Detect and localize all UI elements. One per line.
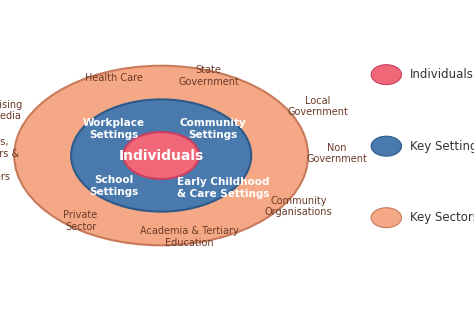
Text: Academia & Tertiary
Education: Academia & Tertiary Education [140, 226, 239, 248]
Text: State
Government: State Government [178, 65, 239, 87]
Text: Key Settings: Key Settings [410, 140, 474, 153]
Text: Advertising
and Media: Advertising and Media [0, 100, 23, 121]
Ellipse shape [371, 65, 401, 85]
Text: Private
Sector: Private Sector [64, 210, 98, 232]
Text: Key Sectors: Key Sectors [410, 211, 474, 224]
Ellipse shape [371, 208, 401, 228]
Text: Planners,
Developers &
Urban
Designers: Planners, Developers & Urban Designers [0, 137, 19, 182]
Text: Workplace
Settings: Workplace Settings [82, 118, 145, 140]
Text: Individuals: Individuals [410, 68, 474, 81]
Text: School
Settings: School Settings [89, 175, 138, 197]
Text: Community
Settings: Community Settings [180, 118, 246, 140]
Ellipse shape [71, 100, 251, 211]
Text: Individuals: Individuals [118, 148, 204, 163]
Text: Health Care: Health Care [85, 73, 143, 83]
Ellipse shape [14, 66, 308, 245]
Ellipse shape [123, 132, 199, 179]
Text: Early Childhood
& Care Settings: Early Childhood & Care Settings [176, 177, 269, 199]
Text: Local
Government: Local Government [287, 96, 348, 117]
Ellipse shape [371, 136, 401, 156]
Text: Non
Government: Non Government [306, 143, 367, 164]
Text: Community
Organisations: Community Organisations [265, 196, 332, 217]
